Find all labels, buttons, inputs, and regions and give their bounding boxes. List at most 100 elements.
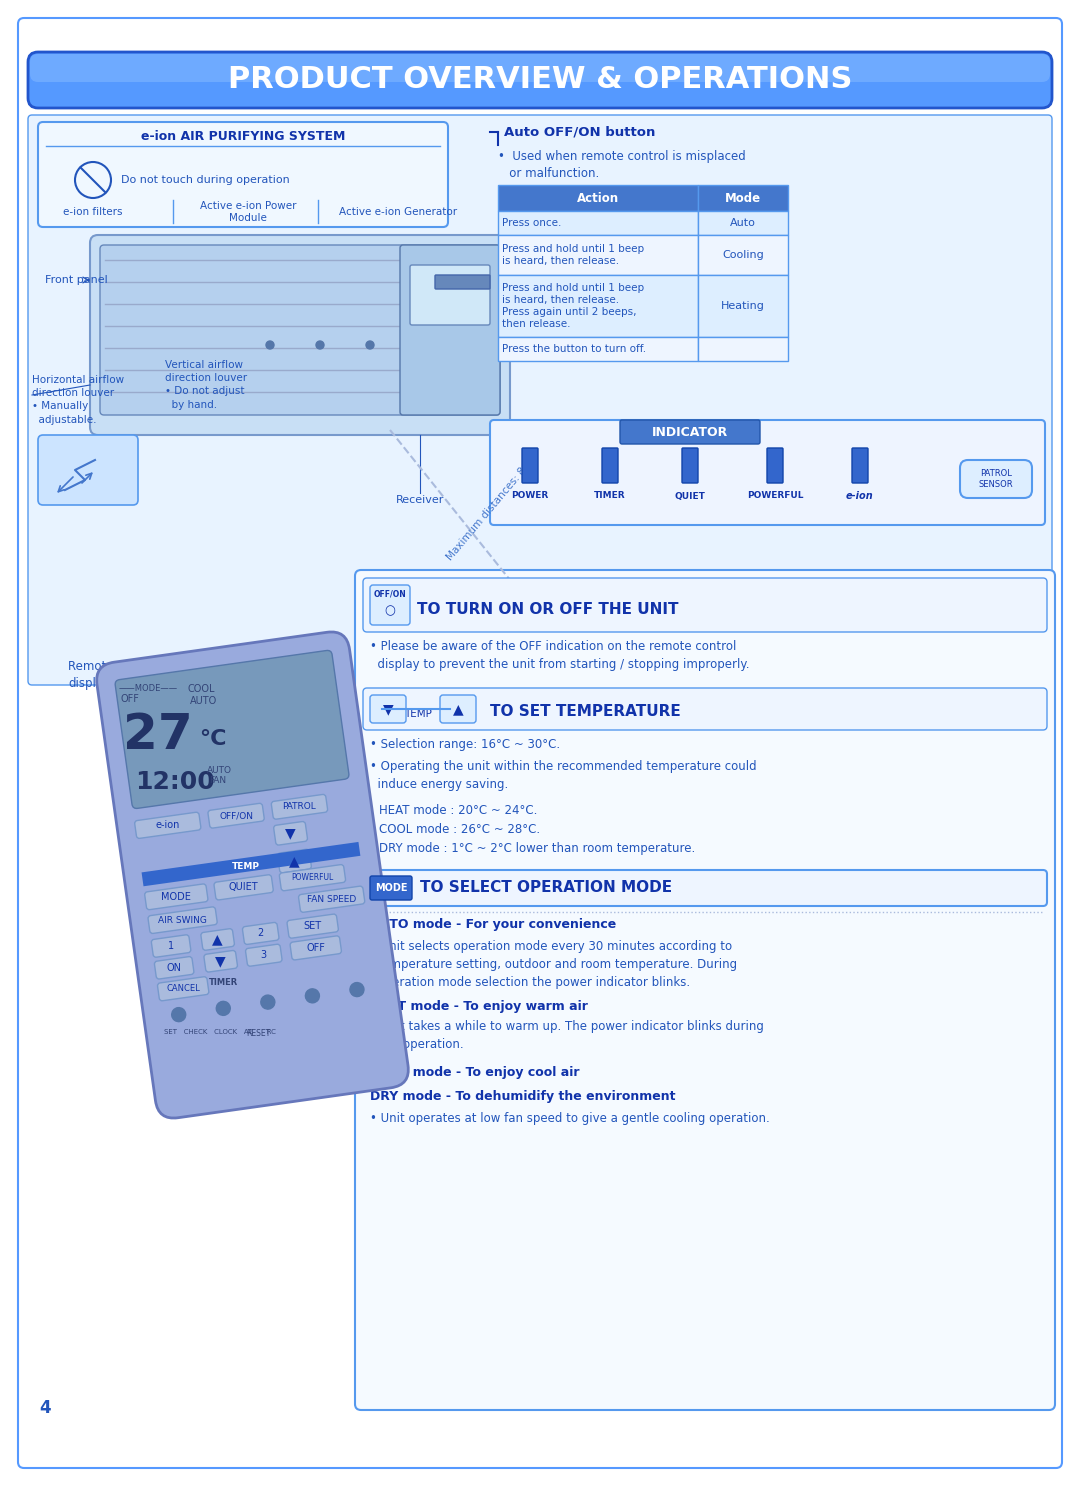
Text: POWERFUL: POWERFUL — [292, 874, 334, 883]
FancyBboxPatch shape — [287, 914, 338, 938]
FancyBboxPatch shape — [370, 695, 406, 724]
Text: PATROL: PATROL — [283, 802, 316, 811]
Text: QUIET: QUIET — [229, 883, 258, 893]
FancyBboxPatch shape — [28, 52, 1052, 108]
Text: SET: SET — [303, 921, 322, 932]
Text: Press once.: Press once. — [502, 218, 562, 227]
Text: QUIET: QUIET — [675, 492, 705, 501]
Text: ○: ○ — [384, 605, 395, 618]
FancyBboxPatch shape — [852, 447, 868, 483]
FancyBboxPatch shape — [681, 447, 698, 483]
Text: 12:00: 12:00 — [135, 770, 215, 795]
Text: • Please be aware of the OFF indication on the remote control
  display to preve: • Please be aware of the OFF indication … — [370, 640, 750, 672]
Text: • Operating the unit within the recommended temperature could
  induce energy sa: • Operating the unit within the recommen… — [370, 759, 757, 791]
FancyBboxPatch shape — [370, 877, 411, 901]
Text: Heating: Heating — [721, 302, 765, 311]
Text: ▲: ▲ — [453, 701, 463, 716]
FancyBboxPatch shape — [602, 447, 618, 483]
FancyBboxPatch shape — [28, 114, 1052, 685]
FancyBboxPatch shape — [278, 850, 311, 872]
Text: HEAT mode : 20°C ~ 24°C.
COOL mode : 26°C ~ 28°C.
DRY mode : 1°C ~ 2°C lower tha: HEAT mode : 20°C ~ 24°C. COOL mode : 26°… — [379, 804, 696, 854]
Text: MODE: MODE — [161, 892, 191, 902]
Text: TEMP: TEMP — [232, 862, 260, 871]
FancyBboxPatch shape — [280, 865, 346, 890]
FancyBboxPatch shape — [435, 275, 490, 288]
Text: ▲: ▲ — [289, 854, 300, 868]
FancyBboxPatch shape — [363, 869, 1047, 906]
Text: Action: Action — [577, 192, 619, 205]
Text: OFF: OFF — [121, 694, 139, 703]
Text: Auto: Auto — [730, 218, 756, 227]
FancyBboxPatch shape — [243, 923, 279, 945]
FancyBboxPatch shape — [620, 421, 760, 444]
Text: Maximum distances: 8m: Maximum distances: 8m — [445, 458, 535, 562]
Text: CANCEL: CANCEL — [166, 984, 200, 993]
FancyBboxPatch shape — [154, 957, 193, 979]
Text: ▼: ▼ — [382, 701, 393, 716]
FancyBboxPatch shape — [363, 688, 1047, 730]
Text: COOL: COOL — [188, 684, 215, 694]
Text: POWERFUL: POWERFUL — [746, 492, 804, 501]
Bar — [698, 275, 788, 337]
Text: ON: ON — [166, 963, 181, 973]
Text: Vertical airflow
direction louver
• Do not adjust
  by hand.: Vertical airflow direction louver • Do n… — [165, 360, 247, 410]
Bar — [498, 235, 698, 275]
FancyBboxPatch shape — [400, 245, 500, 415]
FancyBboxPatch shape — [490, 421, 1045, 525]
Text: Front panel: Front panel — [45, 275, 108, 285]
Bar — [141, 843, 361, 886]
Text: DRY mode - To dehumidify the environment: DRY mode - To dehumidify the environment — [370, 1091, 675, 1103]
Text: Active e-ion Generator: Active e-ion Generator — [339, 207, 457, 217]
Text: AUTO: AUTO — [189, 695, 217, 706]
Text: 2: 2 — [258, 929, 264, 939]
Circle shape — [216, 1002, 230, 1015]
Bar — [498, 211, 698, 235]
FancyBboxPatch shape — [355, 571, 1055, 1410]
Text: Auto OFF/ON button: Auto OFF/ON button — [504, 125, 656, 138]
Text: OFF/ON: OFF/ON — [374, 590, 406, 599]
FancyBboxPatch shape — [363, 578, 1047, 632]
FancyBboxPatch shape — [97, 632, 408, 1117]
Text: 1: 1 — [168, 941, 174, 951]
Text: TEMP: TEMP — [404, 709, 432, 719]
Circle shape — [316, 340, 324, 349]
Text: FAN: FAN — [208, 776, 226, 785]
Text: • Unit selects operation mode every 30 minutes according to
  temperature settin: • Unit selects operation mode every 30 m… — [370, 941, 738, 990]
Text: AUTO: AUTO — [207, 767, 232, 776]
FancyBboxPatch shape — [410, 265, 490, 325]
Text: 27: 27 — [123, 712, 192, 759]
FancyBboxPatch shape — [38, 435, 138, 505]
Text: Press and hold until 1 beep
is heard, then release.
Press again until 2 beeps,
t: Press and hold until 1 beep is heard, th… — [502, 282, 644, 328]
Text: •  Used when remote control is misplaced
   or malfunction.: • Used when remote control is misplaced … — [498, 150, 746, 180]
Text: SET   CHECK   CLOCK   AC      RC: SET CHECK CLOCK AC RC — [163, 1028, 275, 1034]
FancyBboxPatch shape — [245, 944, 282, 966]
FancyBboxPatch shape — [151, 935, 191, 957]
FancyBboxPatch shape — [30, 53, 1050, 82]
Text: Do not touch during operation: Do not touch during operation — [121, 175, 289, 184]
Text: COOL mode - To enjoy cool air: COOL mode - To enjoy cool air — [370, 1065, 580, 1079]
Text: • Selection range: 16°C ~ 30°C.: • Selection range: 16°C ~ 30°C. — [370, 739, 561, 750]
Text: ▼: ▼ — [285, 826, 296, 840]
Bar — [698, 337, 788, 361]
FancyBboxPatch shape — [440, 695, 476, 724]
FancyBboxPatch shape — [38, 122, 448, 227]
Text: ▲: ▲ — [213, 933, 222, 947]
Circle shape — [306, 988, 320, 1003]
Text: INDICATOR: INDICATOR — [652, 425, 728, 438]
Text: ▼: ▼ — [215, 954, 226, 969]
FancyBboxPatch shape — [204, 951, 238, 972]
Text: OFF: OFF — [307, 944, 325, 953]
Bar — [698, 184, 788, 211]
Text: e-ion filters: e-ion filters — [64, 207, 123, 217]
Text: OFF/ON: OFF/ON — [219, 811, 253, 820]
Text: RESET: RESET — [246, 1030, 271, 1039]
Text: TIMER: TIMER — [208, 978, 239, 987]
FancyBboxPatch shape — [145, 884, 207, 909]
FancyBboxPatch shape — [960, 461, 1032, 498]
FancyBboxPatch shape — [201, 929, 234, 950]
Text: • Unit takes a while to warm up. The power indicator blinks during
  this operat: • Unit takes a while to warm up. The pow… — [370, 1019, 764, 1051]
Text: FAN SPEED: FAN SPEED — [307, 895, 356, 903]
Text: PATROL
SENSOR: PATROL SENSOR — [978, 470, 1013, 489]
Text: TO SELECT OPERATION MODE: TO SELECT OPERATION MODE — [420, 881, 672, 896]
FancyBboxPatch shape — [291, 936, 341, 960]
